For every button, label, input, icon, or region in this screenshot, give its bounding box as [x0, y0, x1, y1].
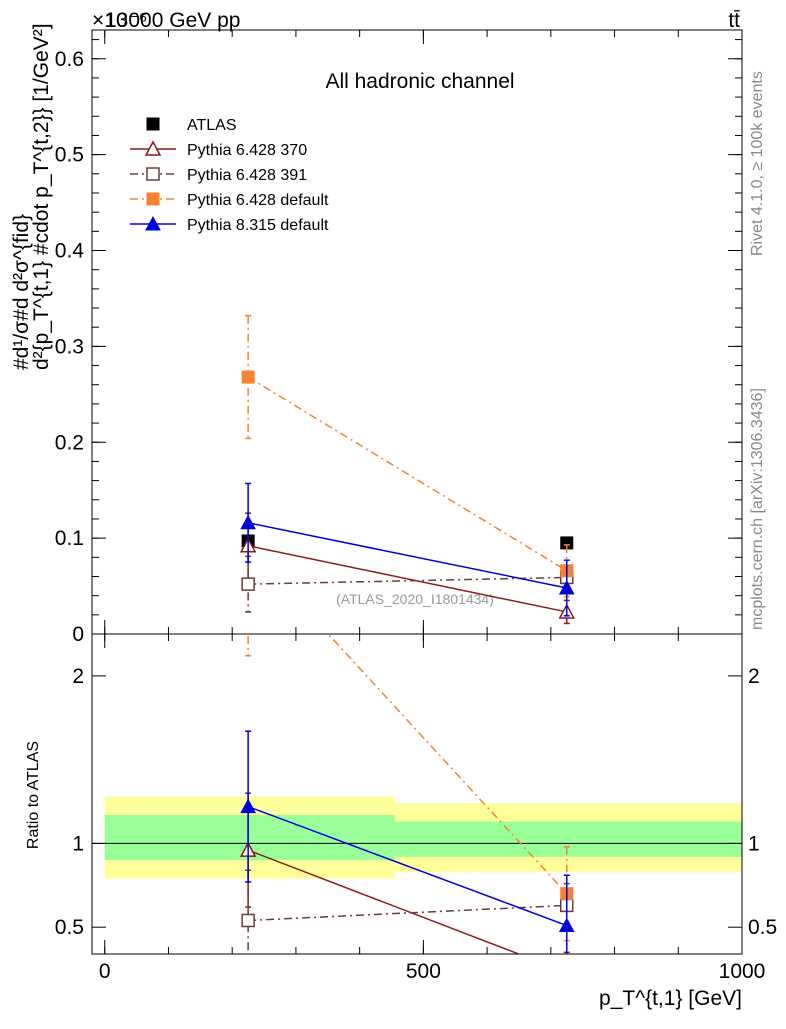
legend-label: ATLAS [187, 117, 237, 134]
ratio-point [241, 913, 255, 928]
ratio-panel: 0.5 0.5 1 1 2 2 0 500 1000 [55, 633, 777, 983]
energy-label: 13000 GeV pp [105, 9, 240, 32]
ratio-xtick-label: 0 [99, 960, 111, 983]
stat-uncertainty-band [394, 821, 742, 857]
data-point [241, 370, 255, 384]
legend-item: Pythia 8.315 default [130, 215, 329, 234]
legend-label: Pythia 8.315 default [187, 217, 329, 234]
series-line [247, 522, 567, 589]
legend-marker [144, 140, 162, 156]
legend-marker [146, 167, 160, 181]
main-axis-ticks: 0 0.1 0.2 0.3 0.4 0.5 0.6 [55, 30, 743, 646]
ratio-series-group [239, 634, 575, 978]
main-panel: 0 0.1 0.2 0.3 0.4 0.5 0.6 All hadronic channel… [55, 29, 743, 646]
analysis-watermark: (ATLAS_2020_I1801434) [336, 591, 494, 607]
series-pythia-8-315-default [240, 482, 575, 617]
legend-marker [145, 215, 161, 231]
ratio-line [248, 904, 567, 922]
data-point [558, 579, 575, 595]
ratio-frame [91, 633, 743, 955]
legend-item: Pythia 6.428 default [130, 192, 329, 209]
legend-marker [146, 117, 160, 131]
main-ytick-label: 0.3 [55, 335, 84, 358]
main-series-group [239, 314, 576, 625]
ratio-line [327, 634, 568, 895]
ratio-xtick-label: 500 [406, 960, 441, 983]
ratio-ylabel: Ratio to ATLAS [25, 741, 42, 849]
main-ylabel: d²{p_T^{t,1} #cdot p_T^{t,2}} [1/GeV²] [30, 23, 53, 370]
legend-label: Pythia 6.428 default [187, 192, 329, 209]
ratio-point [560, 965, 574, 978]
ratio-series-pythia-8-315-default [240, 730, 575, 954]
main-ytick-label: 0.5 [55, 144, 84, 167]
ratio-point [558, 917, 575, 933]
legend-item: Pythia 6.428 370 [130, 140, 307, 159]
ratio-ytick-label-right: 1 [748, 832, 760, 855]
main-ytick-label: 0.1 [55, 527, 84, 550]
ratio-line [247, 805, 568, 927]
series-line [247, 376, 568, 572]
process-label: tt̄ [728, 9, 740, 32]
legend-label: Pythia 6.428 370 [187, 142, 307, 159]
main-ytick-label: 0 [72, 623, 84, 646]
series-line [247, 545, 567, 613]
main-ytick-label: 0.4 [55, 240, 85, 263]
ratio-ytick-label: 0.5 [55, 916, 84, 939]
legend-item: ATLAS [146, 117, 237, 134]
ratio-ytick-label: 1 [72, 832, 84, 855]
chart-title: All hadronic channel [325, 70, 514, 93]
ratio-line [247, 849, 521, 954]
series-atlas [241, 534, 574, 550]
ratio-series-pythia-6-428-391 [241, 869, 574, 954]
main-ytick-label: 0.6 [55, 48, 84, 71]
legend: ATLAS Pythia 6.428 370 Pythia 6.428 391 Pyt… [130, 117, 329, 234]
ratio-ytick-label: 2 [72, 665, 84, 688]
data-point [240, 514, 256, 530]
ratio-point [240, 798, 256, 814]
mcplots-label: mcplots.cern.ch [arXiv:1306.3436] [749, 388, 766, 630]
legend-marker [146, 192, 160, 206]
data-point [241, 577, 255, 591]
main-ytick-label: 0.2 [55, 431, 84, 454]
ratio-xtick-label: 1000 [719, 960, 766, 983]
rivet-label: Rivet 4.1.0, ≥ 100k events [749, 71, 766, 256]
exponent-label: ×10⁻⁶ [92, 9, 147, 32]
ratio-axis-ticks: 0.5 0.5 1 1 2 2 0 500 1000 [55, 634, 777, 983]
legend-label: Pythia 6.428 391 [187, 167, 307, 184]
ratio-ytick-label-right: 2 [748, 665, 760, 688]
ratio-bands [92, 796, 742, 879]
series-line [248, 576, 567, 585]
ratio-ytick-label-right: 0.5 [748, 916, 777, 939]
ratio-xlabel: p_T^{t,1} [GeV] [599, 987, 742, 1010]
main-ylabel-top: #d¹/σ#d d²σ^{fid} [10, 214, 33, 370]
legend-item: Pythia 6.428 391 [130, 167, 307, 184]
